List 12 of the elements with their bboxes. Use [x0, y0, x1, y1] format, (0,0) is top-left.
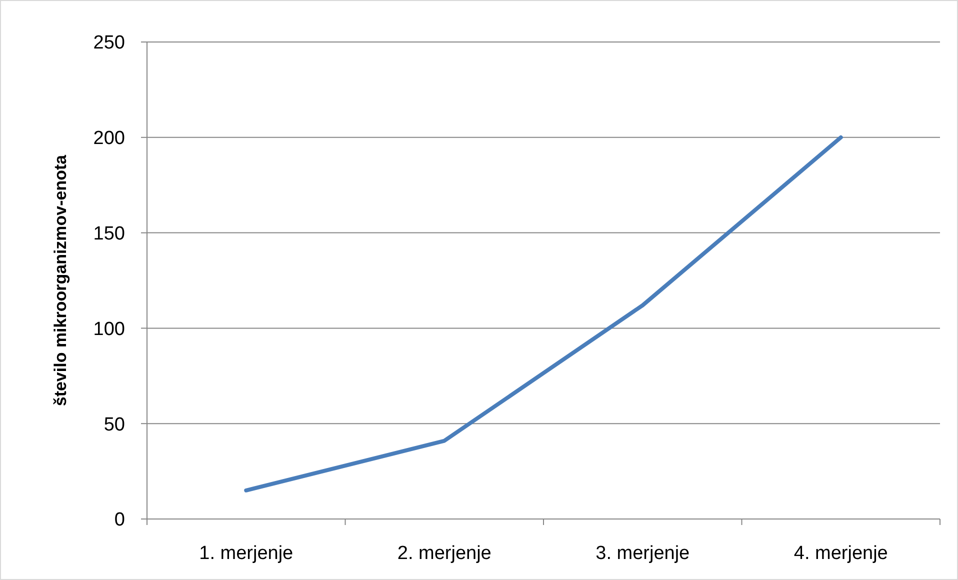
x-tick-label: 1. merjenje — [199, 543, 294, 564]
y-tick-label: 200 — [93, 128, 125, 150]
line-series — [244, 135, 843, 492]
x-tick-label: 4. merjenje — [794, 543, 888, 564]
y-axis-title: število mikroorganizmov-enota — [51, 154, 70, 406]
x-tick-label: 3. merjenje — [596, 543, 690, 564]
y-tick-label: 250 — [93, 32, 125, 54]
y-tick-label: 50 — [104, 414, 125, 436]
y-tick-label: 100 — [93, 318, 125, 340]
x-tick-label: 2. merjenje — [397, 543, 492, 564]
y-tick-label: 150 — [93, 223, 125, 244]
y-tick-label: 0 — [114, 510, 125, 531]
